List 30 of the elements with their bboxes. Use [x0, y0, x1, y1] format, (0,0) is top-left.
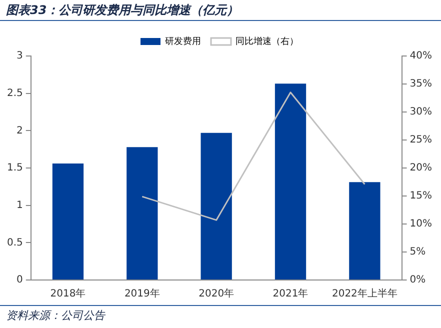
y-tick-label: 1.5	[6, 162, 23, 174]
y-tick-label: 0.5	[6, 237, 23, 248]
legend-label: 同比增速（右）	[236, 36, 298, 47]
y-tick-label: 2.5	[6, 88, 23, 99]
bar	[52, 164, 84, 280]
text: 资料来源：公司公告	[0, 305, 441, 325]
y2-tick-label: 15%	[410, 190, 432, 202]
bar	[126, 147, 158, 280]
legend-label: 研发费用	[165, 36, 201, 47]
bar	[349, 182, 380, 280]
x-tick-label: 2021年	[272, 288, 308, 300]
x-tick-label: 2019年	[124, 288, 160, 300]
y-tick-label: 3	[16, 50, 23, 62]
y2-tick-label: 0%	[410, 274, 426, 286]
y2-tick-label: 35%	[410, 78, 432, 90]
y2-tick-label: 30%	[410, 106, 432, 118]
chart-title: 图表33：公司研发费用与同比增速（亿元）	[0, 0, 441, 21]
y-tick-label: 1	[16, 200, 23, 211]
bar	[200, 132, 232, 280]
x-tick-label: 2020年	[198, 288, 234, 300]
y2-tick-label: 20%	[410, 162, 432, 174]
y-tick-label: 2	[16, 125, 23, 136]
y-tick-label: 0	[16, 274, 23, 286]
y2-tick-label: 40%	[410, 50, 432, 62]
bar	[274, 84, 306, 280]
y2-tick-label: 10%	[410, 218, 432, 230]
y2-tick-label: 25%	[410, 134, 432, 146]
y2-tick-label: 5%	[410, 246, 426, 258]
x-tick-label: 2018年	[50, 288, 86, 300]
x-tick-label: 2022年上半年	[332, 288, 398, 300]
